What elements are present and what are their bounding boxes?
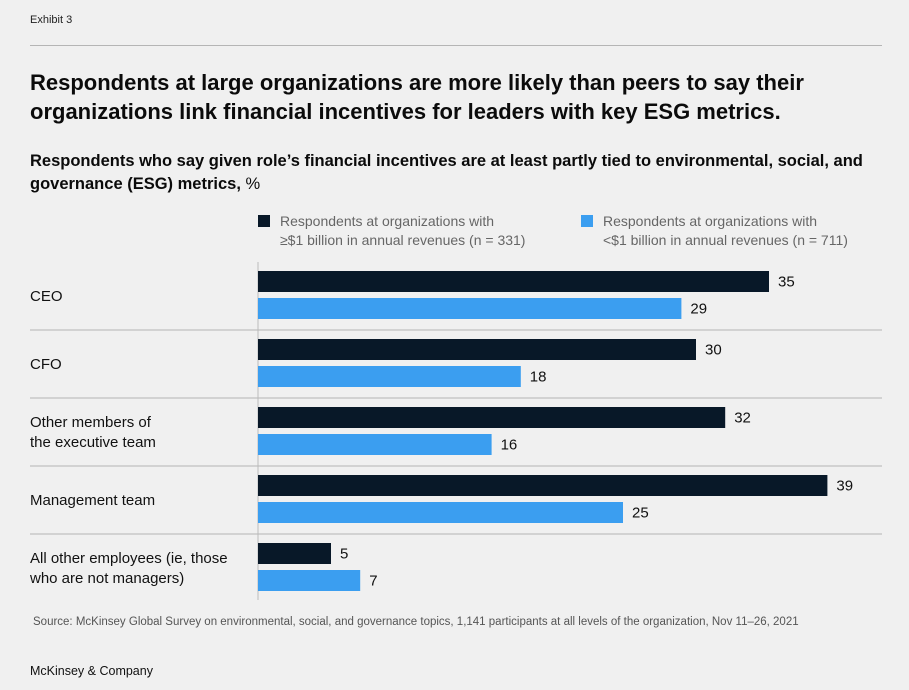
value-label: 29 — [690, 301, 707, 318]
category-label: Management team — [30, 492, 155, 509]
value-label: 30 — [705, 342, 722, 359]
legend-label-large: Respondents at organizations with ≥$1 bi… — [280, 213, 526, 248]
legend-item-large: Respondents at organizations with ≥$1 bi… — [258, 212, 525, 250]
top-divider — [30, 45, 882, 46]
bar-small-org — [258, 502, 623, 523]
bar-small-org — [258, 298, 682, 319]
brand-footer: McKinsey & Company — [30, 664, 153, 678]
value-label: 5 — [340, 546, 348, 563]
value-label: 32 — [734, 410, 751, 427]
bar-small-org — [258, 366, 521, 387]
bar-small-org — [258, 434, 492, 455]
category-label: All other employees (ie, those who are no… — [29, 550, 228, 587]
category-label: CEO — [30, 288, 63, 305]
legend-item-small: Respondents at organizations with <$1 bi… — [581, 212, 848, 250]
bar-large-org — [258, 475, 828, 496]
subtitle-text: Respondents who say given role’s financi… — [30, 152, 863, 193]
chart-subtitle: Respondents who say given role’s financi… — [30, 150, 890, 196]
legend-label-small: Respondents at organizations with <$1 bi… — [603, 213, 848, 248]
source-note: Source: McKinsey Global Survey on enviro… — [33, 616, 799, 628]
value-label: 39 — [836, 478, 853, 495]
value-label: 18 — [530, 369, 547, 386]
value-label: 35 — [778, 274, 795, 291]
bar-large-org — [258, 543, 331, 564]
value-label: 16 — [501, 437, 518, 454]
bar-chart: CEO 35 29 CFO 30 18 Other members of the execut… — [29, 262, 882, 600]
exhibit-label: Exhibit 3 — [30, 14, 73, 26]
bar-small-org — [258, 570, 361, 591]
category-label: Other members of the executive team — [30, 414, 156, 451]
legend-swatch-large — [258, 215, 270, 227]
bar-large-org — [258, 407, 726, 428]
value-label: 25 — [632, 505, 649, 522]
subtitle-unit: % — [245, 175, 261, 193]
bar-large-org — [258, 339, 696, 360]
chart-title: Respondents at large organizations are m… — [30, 70, 804, 124]
value-label: 7 — [369, 573, 377, 590]
category-label: CFO — [30, 356, 62, 373]
bar-large-org — [258, 271, 769, 292]
legend-swatch-small — [581, 215, 593, 227]
